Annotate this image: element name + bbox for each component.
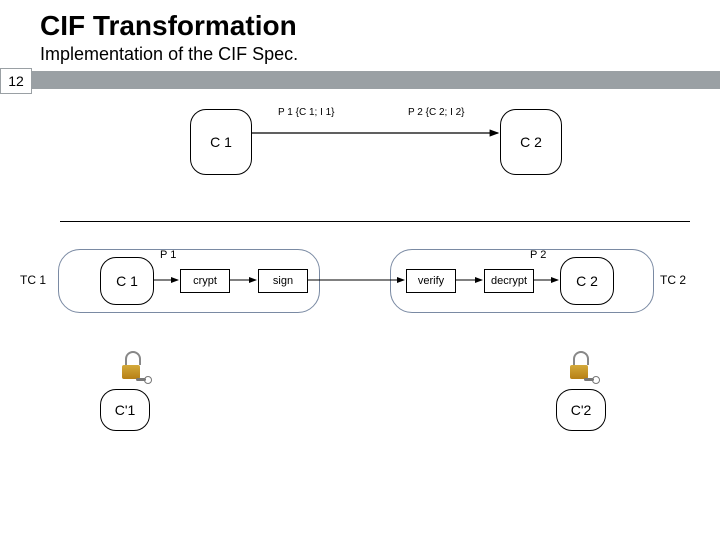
page-title: CIF Transformation bbox=[40, 10, 720, 42]
slide-bar: 12 bbox=[0, 71, 720, 89]
page-subtitle: Implementation of the CIF Spec. bbox=[40, 44, 720, 65]
node-cprime1: C'1 bbox=[100, 389, 150, 431]
lock-icon-1 bbox=[122, 351, 144, 379]
lock-icon-2 bbox=[570, 351, 592, 379]
diagram-stage: C 1 C 2 P 1 {C 1; I 1} P 2 {C 2; I 2} TC… bbox=[0, 89, 720, 529]
node-cprime2: C'2 bbox=[556, 389, 606, 431]
arrows-bottom bbox=[0, 89, 720, 349]
